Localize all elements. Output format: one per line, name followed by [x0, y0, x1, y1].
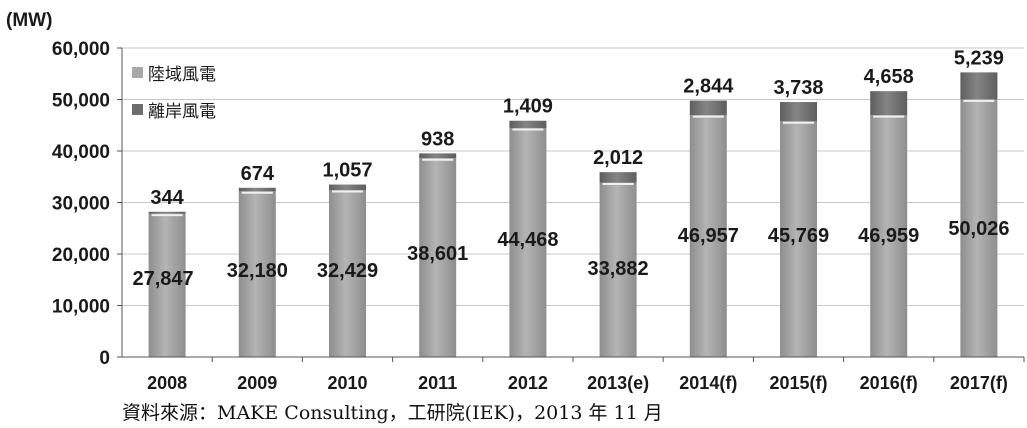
bar-onshore	[509, 127, 547, 357]
y-tick-label: 40,000	[52, 142, 110, 163]
legend-label-onshore: 陸域風電	[148, 65, 216, 85]
bar-onshore	[599, 182, 637, 357]
data-label-onshore: 32,180	[227, 260, 288, 282]
source-note: 資料來源：MAKE Consulting，工研院(IEK)，2013 年 11 …	[122, 402, 663, 424]
x-tick-label: 2016(f)	[860, 373, 918, 393]
bar-onshore	[329, 189, 366, 357]
legend-label-offshore: 離岸風電	[148, 102, 216, 122]
value-labels: 344 27,847 674 32,180 1,057 32,429 938 38,601 1,…	[133, 47, 1010, 290]
data-label-offshore: 5,239	[954, 47, 1004, 69]
y-tick-label: 50,000	[52, 91, 110, 112]
bar-offshore	[960, 72, 998, 100]
bar-onshore	[148, 213, 186, 357]
bar-offshore	[599, 172, 637, 183]
y-tick-label: 30,000	[52, 194, 110, 215]
data-label-onshore: 27,847	[133, 268, 194, 290]
data-label-onshore: 33,882	[588, 258, 649, 280]
x-tick-label: 2011	[418, 373, 457, 393]
bar-offshore	[238, 187, 276, 192]
data-label-onshore: 45,769	[768, 225, 829, 247]
y-unit-label: (MW)	[6, 10, 52, 31]
bars	[148, 72, 998, 358]
y-tick-label: 10,000	[52, 297, 110, 318]
chart: (MW) 0 10,000 20,000 30,000 40,000 50,000 60,0…	[6, 10, 1025, 393]
bar-onshore	[870, 115, 908, 357]
legend-swatch-offshore	[132, 104, 143, 115]
data-label-onshore: 46,959	[858, 225, 919, 247]
data-label-onshore: 32,429	[317, 260, 378, 282]
bar-offshore	[780, 102, 817, 122]
x-tick-label: 2012	[508, 373, 548, 393]
y-tick-label: 20,000	[52, 245, 110, 266]
data-label-offshore: 2,844	[683, 76, 734, 98]
bar-onshore	[960, 99, 998, 358]
x-axis: 2008 2009 2010 2011 2012 2013(e) 2014(f) 2015(f…	[122, 356, 1025, 393]
x-tick-label: 2013(e)	[587, 373, 649, 393]
data-label-offshore: 2,012	[593, 147, 643, 169]
bar-onshore	[419, 158, 457, 357]
legend: 陸域風電 離岸風電	[132, 65, 216, 122]
bar-onshore	[689, 115, 727, 357]
data-label-onshore: 50,026	[948, 218, 1009, 240]
data-label-offshore: 3,738	[773, 77, 823, 99]
bar-offshore	[419, 153, 457, 159]
data-label-onshore: 44,468	[497, 229, 558, 251]
bar-offshore	[329, 184, 366, 190]
x-tick-label: 2014(f)	[679, 373, 737, 393]
data-label-offshore: 674	[241, 163, 275, 185]
x-tick-label: 2008	[147, 373, 187, 393]
data-label-offshore: 1,057	[322, 160, 372, 182]
y-tick-label: 0	[99, 348, 110, 369]
data-label-offshore: 344	[150, 187, 184, 209]
x-tick-label: 2015(f)	[769, 373, 827, 393]
bar-offshore	[148, 211, 186, 214]
bar-offshore	[870, 91, 908, 116]
x-tick-label: 2009	[237, 373, 277, 393]
x-tick-label: 2017(f)	[950, 373, 1008, 393]
y-axis: (MW) 0 10,000 20,000 30,000 40,000 50,000 60,0…	[6, 10, 123, 369]
bar-offshore	[689, 100, 727, 116]
bar-onshore	[780, 121, 817, 358]
data-label-onshore: 46,957	[678, 225, 739, 247]
legend-swatch-onshore	[132, 67, 143, 78]
data-label-offshore: 4,658	[864, 66, 914, 88]
y-tick-label: 60,000	[52, 39, 110, 60]
x-tick-label: 2010	[327, 373, 367, 393]
data-label-offshore: 938	[421, 128, 454, 150]
bar-onshore	[238, 191, 276, 357]
bar-offshore	[509, 120, 547, 128]
data-label-offshore: 1,409	[503, 96, 553, 118]
data-label-onshore: 38,601	[407, 243, 468, 265]
